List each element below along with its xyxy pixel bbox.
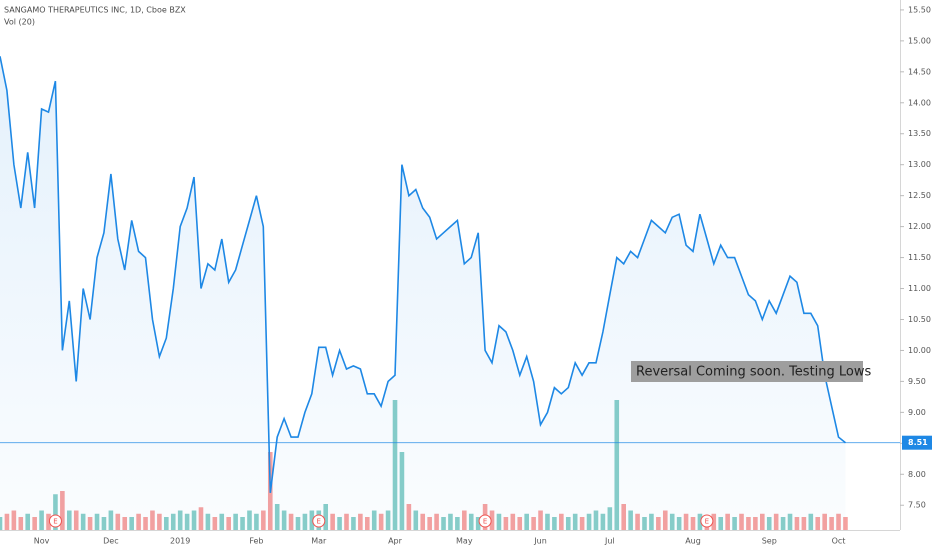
last-price-box: [902, 435, 932, 450]
y-tick-label: 9.00: [908, 408, 926, 417]
y-tick-label: 8.00: [908, 470, 926, 479]
y-tick-label: 12.50: [908, 191, 931, 200]
x-tick-label: Feb: [249, 537, 263, 546]
earnings-marker: [700, 514, 714, 528]
annotation: Reversal Coming soon. Testing Lows: [636, 365, 872, 380]
y-tick-label: 11.00: [908, 284, 931, 293]
y-tick-label: 15.00: [908, 36, 931, 45]
earnings-marker: [48, 514, 62, 528]
y-tick-label: 10.50: [908, 315, 931, 324]
earnings-label: E: [705, 518, 709, 526]
y-tick-label: 15.50: [908, 5, 931, 14]
earnings-label: E: [53, 518, 57, 526]
chart-title: SANGAMO THERAPEUTICS INC, 1D, Cboe BZX: [4, 6, 186, 15]
y-tick-label: 13.50: [908, 129, 931, 138]
y-tick-label: 12.00: [908, 222, 931, 231]
y-tick-label: 14.00: [908, 98, 931, 107]
earnings-label: E: [317, 518, 321, 526]
x-tick-label: Oct: [832, 537, 846, 546]
earnings-label: E: [483, 518, 487, 526]
x-tick-label: Dec: [103, 537, 118, 546]
x-tick-label: Sep: [762, 537, 777, 546]
y-tick-label: 10.00: [908, 346, 931, 355]
y-tick-label: 13.00: [908, 160, 931, 169]
y-tick-label: 7.50: [908, 501, 926, 510]
annotation-box: [631, 361, 863, 382]
x-tick-label: Jul: [604, 537, 615, 546]
x-tick-label: Jun: [533, 537, 547, 546]
price-line: [0, 56, 846, 493]
last-price-label: 8.51: [908, 438, 928, 447]
volume-legend: Vol (20): [4, 18, 35, 27]
earnings-marker: [312, 514, 326, 528]
earnings-marker: [478, 514, 492, 528]
x-tick-label: 2019: [170, 537, 190, 546]
x-tick-label: Aug: [685, 537, 701, 546]
price-area: [0, 56, 846, 531]
x-tick-label: Mar: [311, 537, 327, 546]
y-tick-label: 9.50: [908, 377, 926, 386]
y-tick-label: 14.50: [908, 67, 931, 76]
x-tick-label: Nov: [34, 537, 50, 546]
y-tick-label: 11.50: [908, 253, 931, 262]
x-tick-label: May: [456, 537, 473, 546]
x-tick-label: Apr: [388, 537, 403, 546]
